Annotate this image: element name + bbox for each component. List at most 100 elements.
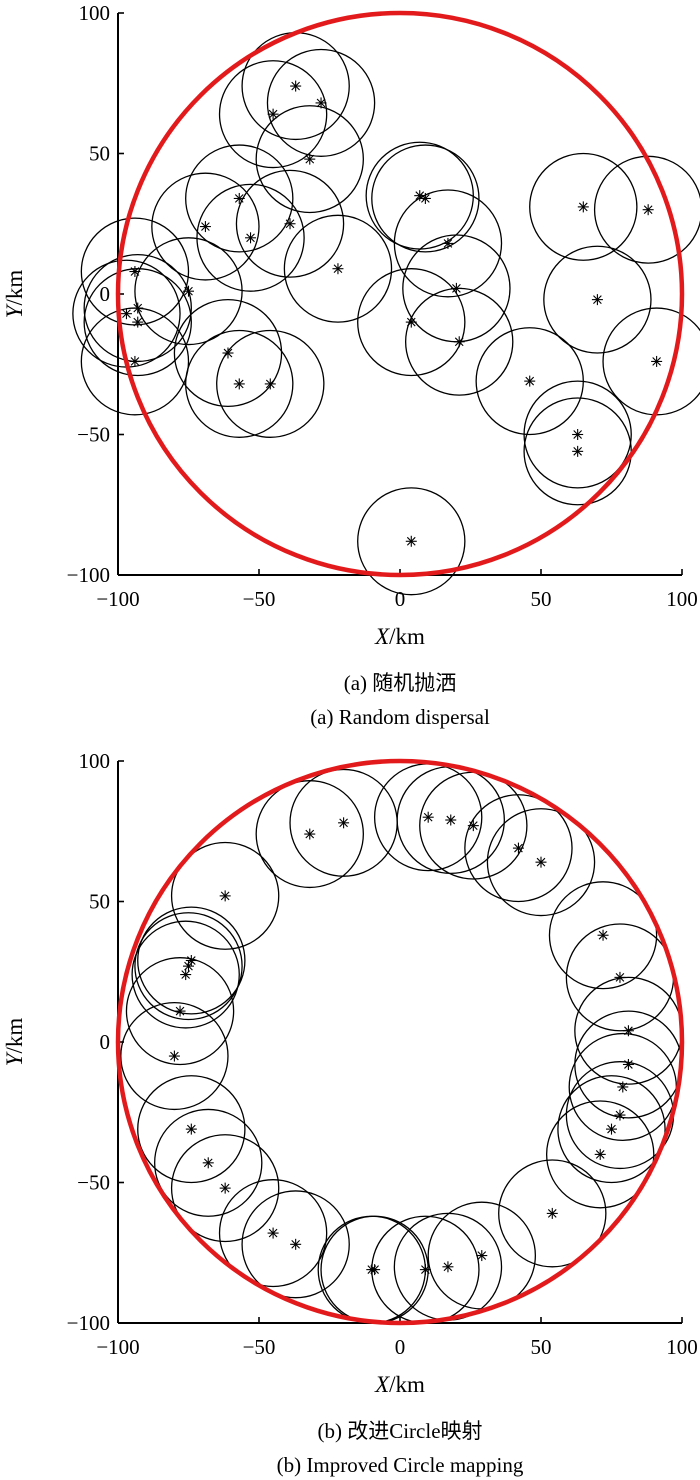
node-marker [332,263,344,275]
y-tick-label: −100 [67,563,110,587]
node-marker [233,192,245,204]
coverage-circle [266,48,376,157]
coverage-circle [464,794,573,903]
caption-english: (a) Random dispersal [310,705,490,729]
coverage-circle [523,380,632,489]
y-axis-var: Y [2,303,27,318]
node-marker [453,336,465,348]
node-marker [290,1238,302,1250]
coverage-circle [185,329,294,438]
y-tick-label: 50 [89,142,110,166]
coverage-circle [134,237,243,346]
x-axis-label: X/km [374,1372,425,1397]
node-markers [168,811,634,1276]
y-tick-label: 100 [79,749,111,773]
coverage-circle [548,881,658,990]
caption-chinese: (a) 随机抛洒 [344,671,457,695]
node-marker [183,285,194,297]
coverage-circle [173,298,283,408]
coverage-circle [216,329,325,438]
node-marker [535,856,547,868]
node-marker [284,218,296,230]
node-marker [199,221,211,233]
node-marker [546,1207,558,1219]
x-tick-label: 0 [395,1335,406,1359]
node-marker [168,1050,180,1062]
node-marker [594,1148,606,1160]
coverage-circle [134,912,243,1021]
coverage-circle [557,1075,666,1184]
coverage-circle [241,1190,350,1299]
y-axis-label: Y/km [2,1018,27,1067]
node-marker [174,1005,186,1017]
y-axis-label: Y/km [2,270,27,319]
node-marker [245,232,257,244]
coverage-circle [543,245,652,354]
node-marker [185,1123,197,1135]
node-marker [120,308,132,320]
node-marker [183,960,194,972]
coverage-circle [283,214,393,323]
node-marker [267,1227,279,1239]
coverage-circle [255,105,364,214]
y-tick-label: 0 [100,282,111,306]
node-markers [120,80,663,547]
node-marker [219,1182,231,1194]
x-tick-label: 100 [666,1335,698,1359]
node-marker [132,302,144,314]
coverage-circle [137,1075,246,1184]
caption-english: (b) Improved Circle mapping [277,1453,524,1477]
node-marker [369,1264,381,1276]
node-marker [405,316,417,328]
node-marker [524,375,536,387]
x-tick-label: 50 [531,1335,552,1359]
coverage-circle [235,169,345,278]
y-tick-label: 100 [79,1,111,25]
node-marker [129,266,141,278]
node-marker [419,192,431,204]
coverage-circle [498,1159,607,1268]
coverage-circle [371,144,480,253]
node-marker [597,929,609,941]
y-axis-unit: /km [2,1018,27,1054]
node-marker [617,1081,629,1093]
node-marker [267,108,279,120]
node-marker [512,842,524,854]
x-axis-unit: /km [389,1372,425,1397]
coverage-circle [545,1100,655,1209]
coverage-circle [357,487,466,596]
node-marker [572,429,584,440]
coverage-circle [170,841,280,950]
y-axis-unit: /km [2,270,27,306]
node-marker [222,347,234,359]
x-axis-unit: /km [389,624,425,649]
coverage-circle [529,152,638,261]
x-tick-label: 0 [395,587,406,611]
node-marker [315,97,327,109]
node-marker [467,820,479,832]
node-marker [622,1058,634,1070]
node-marker [651,355,663,367]
x-tick-label: −50 [243,1335,276,1359]
coverage-circle [185,144,294,253]
coverage-circle [357,268,466,377]
node-marker [445,814,457,826]
node-marker [442,1261,454,1273]
coverage-circle [131,920,240,1029]
x-tick-label: −50 [243,587,276,611]
node-marker [442,237,454,249]
node-marker [338,817,350,829]
node-marker [419,1264,431,1276]
coverage-circle [137,906,246,1015]
y-tick-label: 50 [89,890,110,914]
boundary-circle [115,758,685,1326]
node-marker [450,282,462,294]
node-marker [304,828,316,840]
node-marker [606,1123,617,1135]
coverage-circle [486,808,596,917]
coverage-circle [154,1108,263,1217]
caption-chinese: (b) 改进Circle映射 [317,1419,482,1443]
x-tick-label: 50 [531,587,552,611]
node-marker [219,890,231,902]
